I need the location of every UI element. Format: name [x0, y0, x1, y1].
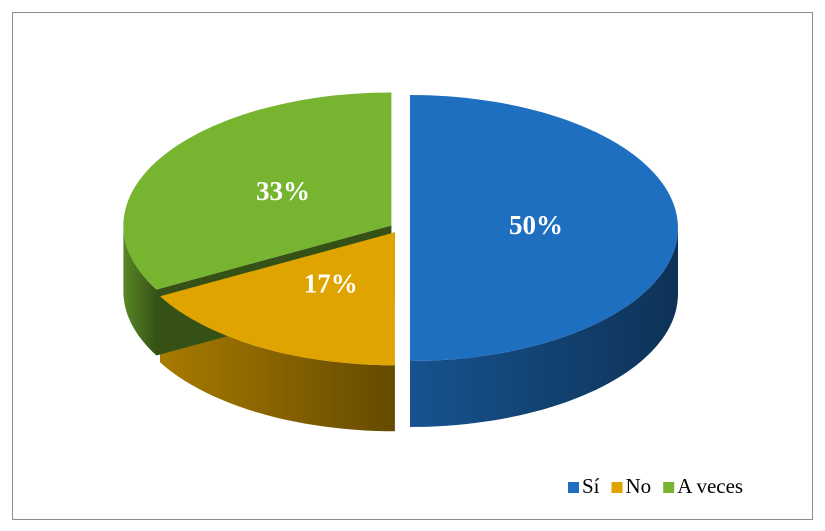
slice [123, 92, 392, 290]
legend-swatch [611, 482, 623, 493]
slice [160, 232, 395, 366]
slice-outer-wall [123, 225, 157, 356]
slice-outer-wall [160, 296, 395, 432]
legend-label: A veces [677, 474, 743, 498]
legend-label: Sí [582, 474, 600, 498]
slice [410, 95, 678, 361]
value-label: 17% [304, 268, 358, 298]
legend-swatch [568, 482, 579, 493]
legend-label: No [626, 474, 652, 498]
legend-swatch [663, 482, 675, 493]
value-label: 33% [256, 176, 310, 206]
slice-outer-wall [410, 228, 678, 427]
value-label: 50% [509, 210, 563, 240]
